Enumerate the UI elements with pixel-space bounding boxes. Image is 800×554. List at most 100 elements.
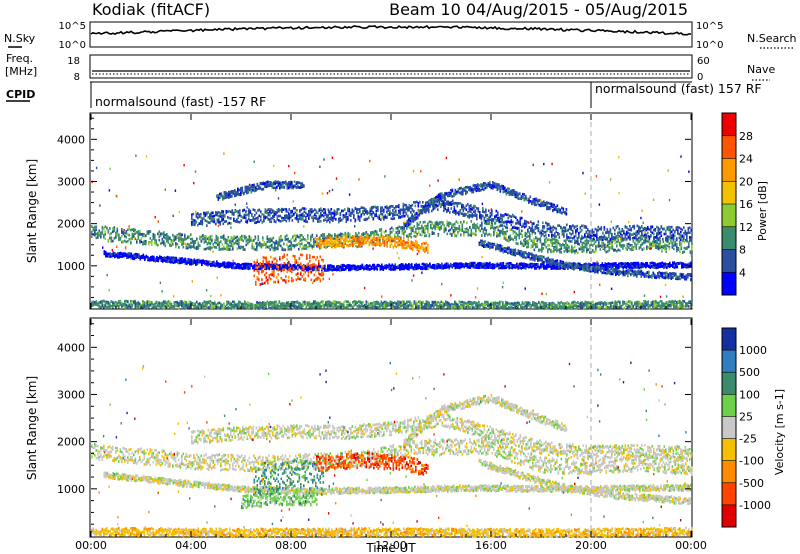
power-echo-cell: [594, 251, 596, 254]
power-echo-cell: [363, 267, 365, 270]
power-echo-cell: [627, 265, 629, 268]
power-echo-cell: [661, 249, 663, 252]
power-echo-cell: [268, 218, 270, 221]
power-echo-cell: [389, 263, 391, 266]
power-echo-cell: [445, 227, 447, 230]
freq-frame: [90, 55, 692, 78]
power-echo-cell: [232, 209, 234, 212]
power-echo-cell: [163, 240, 165, 243]
power-echo-cell: [416, 268, 418, 271]
power-echo-cell: [500, 264, 502, 267]
power-echo-cell: [664, 248, 666, 251]
freq-unit-label: [MHz]: [5, 65, 37, 78]
power-echo-cell: [419, 267, 421, 270]
power-echo-cell: [420, 267, 422, 270]
power-echo-cell: [640, 244, 642, 247]
power-echo-cell: [238, 239, 240, 242]
power-echo-cell: [271, 246, 273, 249]
power-echo-cell: [261, 264, 263, 267]
power-echo-cell: [134, 257, 136, 260]
power-echo-cell: [126, 254, 128, 257]
power-echo-cell: [202, 238, 204, 241]
power-echo-cell: [135, 253, 137, 256]
power-echo-cell: [487, 234, 489, 237]
power-echo-cell: [471, 229, 473, 232]
power-echo-cell: [501, 265, 503, 268]
power-echo-cell: [408, 265, 410, 268]
power-echo-cell: [202, 222, 204, 225]
power-echo-cell: [245, 265, 247, 268]
power-echo-cell: [300, 273, 302, 276]
power-echo-cell: [360, 267, 362, 270]
power-echo-cell: [120, 253, 122, 256]
power-echo-cell: [220, 221, 222, 224]
power-echo-cell: [642, 242, 644, 245]
cpid-segment-2: normalsound (fast) 157 RF: [595, 81, 762, 96]
power-echo-cell: [308, 274, 310, 277]
power-echo-cell: [655, 246, 657, 249]
power-echo-cell: [213, 245, 215, 248]
power-echo-cell: [210, 263, 212, 266]
power-echo-cell: [232, 248, 234, 251]
power-echo-cell: [300, 239, 302, 242]
power-echo-cell: [432, 232, 434, 235]
power-echo-cell: [447, 233, 449, 236]
power-echo-cell: [504, 234, 506, 237]
power-echo-cell: [113, 253, 115, 256]
power-echo-cell: [624, 245, 626, 248]
power-echo-cell: [324, 269, 326, 272]
power-echo-cell: [103, 228, 105, 231]
power-echo-cell: [220, 248, 222, 251]
power-echo-cell: [180, 233, 182, 236]
power-echo-cell: [674, 262, 676, 265]
power-echo-cell: [585, 246, 587, 249]
power-echo-cell: [392, 266, 394, 269]
power-echo-cell: [154, 239, 156, 242]
power-echo-cell: [565, 247, 567, 250]
power-echo-cell: [351, 236, 353, 239]
power-echo-cell: [233, 262, 235, 265]
power-echo-cell: [603, 246, 605, 249]
power-echo-cell: [521, 264, 523, 267]
power-echo-cell: [163, 243, 165, 246]
power-echo-cell: [180, 260, 182, 263]
power-echo-cell: [195, 242, 197, 245]
power-echo-cell: [484, 234, 486, 237]
power-echo-cell: [112, 240, 114, 243]
power-echo-cell: [211, 235, 213, 238]
power-echo-cell: [549, 248, 551, 251]
power-echo-cell: [112, 231, 114, 234]
power-echo-cell: [551, 267, 553, 270]
power-echo-cell: [287, 258, 289, 261]
power-echo-cell: [312, 235, 314, 238]
power-echo-cell: [142, 233, 144, 236]
power-echo-cell: [540, 249, 542, 252]
power-echo-cell: [312, 282, 314, 285]
power-echo-cell: [650, 264, 652, 267]
power-echo-cell: [520, 241, 522, 244]
power-echo-cell: [425, 264, 427, 267]
power-echo-cell: [488, 265, 490, 268]
power-echo-cell: [460, 221, 462, 224]
power-echo-cell: [270, 241, 272, 244]
power-echo-cell: [175, 236, 177, 239]
power-echo-cell: [486, 266, 488, 269]
power-echo-cell: [579, 248, 581, 251]
power-echo-cell: [502, 231, 504, 234]
power-echo-cell: [137, 254, 139, 257]
power-echo-cell: [154, 242, 156, 245]
power-echo-cell: [638, 266, 640, 269]
power-echo-cell: [310, 245, 312, 248]
power-echo-cell: [427, 228, 429, 231]
power-echo-cell: [656, 264, 658, 267]
power-echo-cell: [522, 266, 524, 269]
power-echo-cell: [201, 240, 203, 243]
power-echo-cell: [577, 252, 579, 255]
power-echo-cell: [480, 224, 482, 227]
power-echo-cell: [522, 234, 524, 237]
power-echo-cell: [202, 234, 204, 237]
power-echo-cell: [454, 223, 456, 226]
power-echo-cell: [520, 233, 522, 236]
power-echo-cell: [226, 220, 228, 223]
power-echo-cell: [230, 211, 232, 214]
